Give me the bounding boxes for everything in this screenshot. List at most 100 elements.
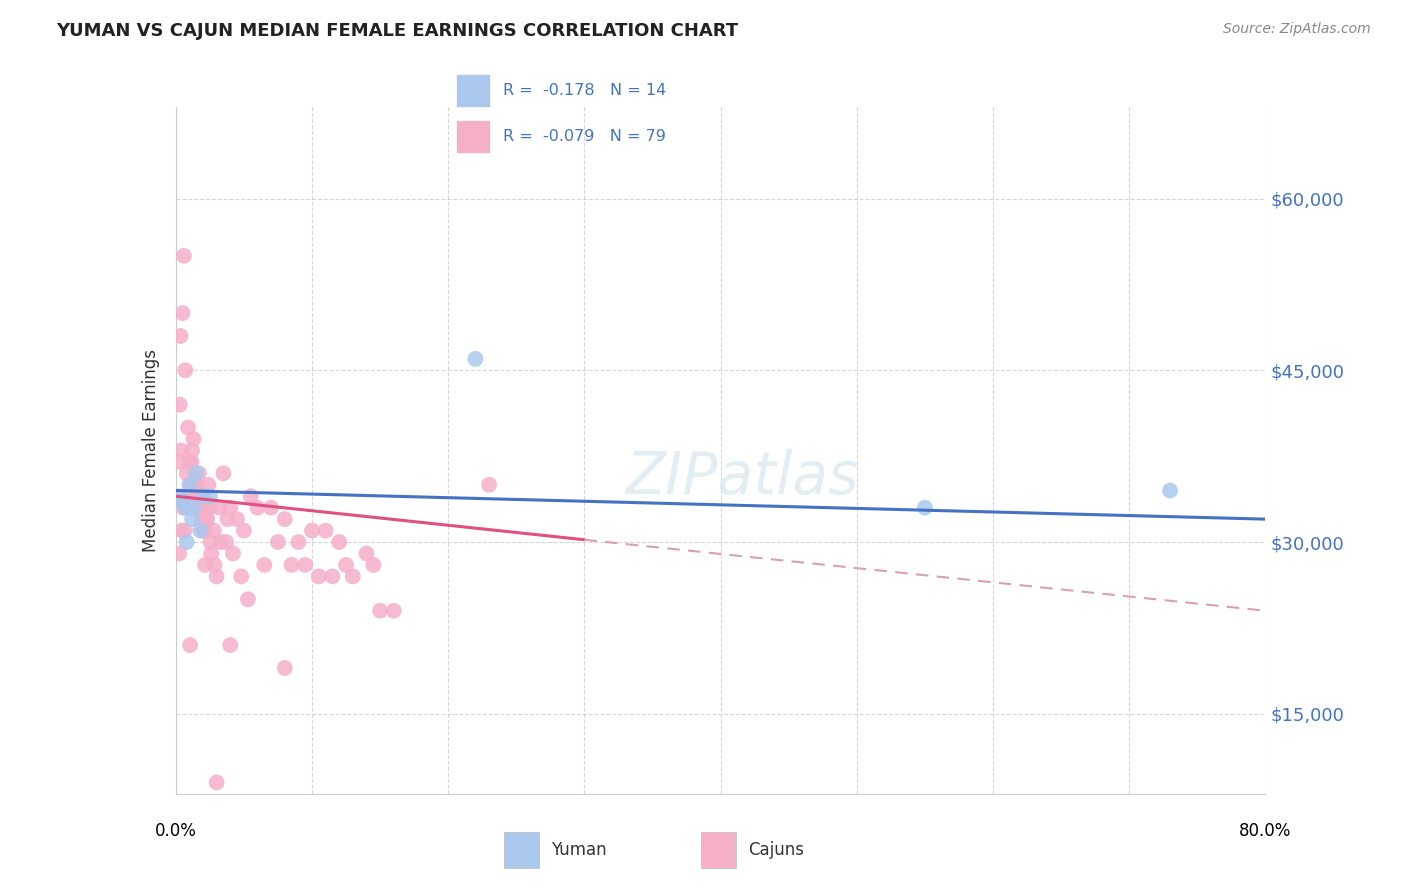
Point [181, 443, 204, 458]
Point [382, 604, 405, 618]
Point [187, 467, 209, 481]
Point [204, 558, 226, 572]
Point [170, 443, 193, 458]
Point [190, 512, 212, 526]
Point [274, 512, 297, 526]
Point [464, 351, 486, 366]
FancyBboxPatch shape [456, 74, 491, 106]
Text: YUMAN VS CAJUN MEDIAN FEMALE EARNINGS CORRELATION CHART: YUMAN VS CAJUN MEDIAN FEMALE EARNINGS CO… [56, 22, 738, 40]
Point [202, 524, 225, 538]
Point [172, 495, 194, 509]
Point [186, 467, 208, 481]
Point [198, 489, 221, 503]
Point [200, 546, 222, 561]
FancyBboxPatch shape [456, 120, 491, 153]
Point [209, 535, 232, 549]
Point [219, 638, 242, 652]
Point [176, 535, 198, 549]
Point [321, 569, 343, 583]
Point [186, 478, 208, 492]
Point [260, 500, 283, 515]
Point [194, 558, 217, 572]
Point [478, 478, 501, 492]
Point [200, 535, 222, 549]
Point [177, 489, 200, 503]
Point [174, 500, 197, 515]
Point [172, 306, 194, 320]
Point [217, 512, 239, 526]
Point [368, 604, 391, 618]
Point [169, 329, 191, 343]
Point [239, 489, 262, 503]
Point [195, 512, 218, 526]
Point [301, 524, 323, 538]
Point [170, 524, 193, 538]
Text: R =  -0.178   N = 14: R = -0.178 N = 14 [503, 83, 666, 97]
Point [191, 489, 214, 503]
Point [232, 524, 254, 538]
Point [246, 500, 269, 515]
Point [342, 569, 364, 583]
Point [176, 467, 198, 481]
Point [179, 455, 201, 469]
Point [180, 478, 202, 492]
Y-axis label: Median Female Earnings: Median Female Earnings [142, 349, 160, 552]
Point [191, 489, 214, 503]
Point [215, 535, 238, 549]
Point [308, 569, 330, 583]
Point [267, 535, 290, 549]
Point [173, 249, 195, 263]
Point [198, 500, 221, 515]
FancyBboxPatch shape [700, 832, 737, 868]
Point [914, 500, 936, 515]
Text: Yuman: Yuman [551, 841, 607, 859]
Point [181, 512, 204, 526]
Point [280, 558, 302, 572]
Text: ZIPatlas: ZIPatlas [626, 450, 859, 507]
Point [193, 524, 215, 538]
Point [179, 638, 201, 652]
Point [179, 478, 201, 492]
Point [253, 558, 276, 572]
Point [167, 455, 190, 469]
Point [194, 500, 217, 515]
Point [231, 569, 253, 583]
Point [219, 500, 242, 515]
Point [169, 489, 191, 503]
Point [193, 524, 215, 538]
Point [188, 524, 211, 538]
Point [1159, 483, 1181, 498]
Point [205, 569, 228, 583]
Point [188, 500, 211, 515]
Text: 0.0%: 0.0% [155, 822, 197, 840]
Point [188, 500, 211, 515]
Point [183, 432, 205, 446]
Text: Source: ZipAtlas.com: Source: ZipAtlas.com [1223, 22, 1371, 37]
Text: Cajuns: Cajuns [748, 841, 804, 859]
Point [356, 546, 378, 561]
Point [186, 478, 208, 492]
Point [294, 558, 316, 572]
Point [315, 524, 337, 538]
Point [167, 546, 190, 561]
Point [208, 500, 231, 515]
Point [186, 489, 209, 503]
Point [174, 363, 197, 377]
Point [222, 546, 245, 561]
Point [205, 775, 228, 789]
Point [287, 535, 309, 549]
Point [361, 558, 384, 572]
Point [184, 489, 207, 503]
Point [328, 535, 350, 549]
Text: R =  -0.079   N = 79: R = -0.079 N = 79 [503, 128, 666, 144]
Point [335, 558, 357, 572]
Point [195, 512, 218, 526]
Point [183, 500, 205, 515]
Text: 80.0%: 80.0% [1239, 822, 1292, 840]
Point [172, 500, 194, 515]
Point [173, 524, 195, 538]
Point [236, 592, 259, 607]
Point [212, 467, 235, 481]
Point [197, 478, 219, 492]
Point [183, 478, 205, 492]
